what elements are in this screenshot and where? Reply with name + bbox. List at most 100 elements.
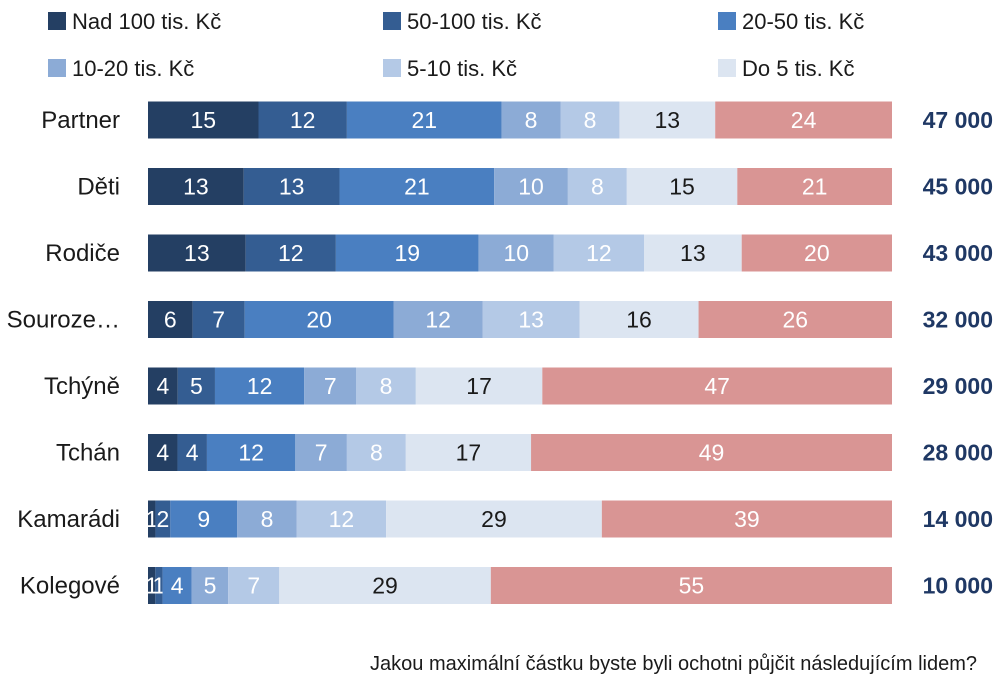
legend-label: 10-20 tis. Kč <box>72 56 194 81</box>
bar-segment <box>415 367 543 405</box>
legend-item: Do 5 tis. Kč <box>718 56 854 81</box>
bar-segment <box>148 567 156 604</box>
legend-label: Nad 100 tis. Kč <box>72 9 221 34</box>
category-label: Kamarádi <box>17 506 120 533</box>
category-label: Partner <box>41 107 120 134</box>
bar-value-label: 4 <box>156 440 169 466</box>
legend-item: Nad 100 tis. Kč <box>48 9 221 34</box>
bar-segment <box>244 301 394 338</box>
bar-value-label: 8 <box>584 107 597 133</box>
bar-value-label: 12 <box>425 307 451 333</box>
bar-segment <box>148 234 246 272</box>
bar-value-label: 9 <box>197 506 210 532</box>
bar-value-label: 12 <box>586 240 612 266</box>
bar-value-label: 21 <box>404 174 430 200</box>
bar-segment <box>148 301 193 338</box>
bar-segment <box>177 367 215 405</box>
bar-value-label: 10 <box>503 240 529 266</box>
legend-swatch <box>48 59 66 77</box>
bar-value-label: 8 <box>370 440 383 466</box>
bar-value-label: 7 <box>315 440 328 466</box>
bar-value-label: 24 <box>791 107 817 133</box>
bar-value-label: 39 <box>734 506 760 532</box>
bar-segment <box>214 367 305 405</box>
category-labels: Partner Děti Rodiče Souroze… Tchýně Tchán Kama… <box>7 107 120 600</box>
bar-segment <box>148 434 178 471</box>
bar-value-label: 4 <box>171 573 184 599</box>
bar-value-label: 12 <box>329 506 355 532</box>
bar-value-label: 29 <box>481 506 507 532</box>
bar-value-label: 47 <box>704 373 730 399</box>
bar-segment <box>155 567 163 604</box>
bar-value-label: 7 <box>324 373 337 399</box>
bar-value-label: 12 <box>278 240 304 266</box>
total-value: 14 000 <box>923 506 993 532</box>
bar-value-label: 6 <box>164 307 177 333</box>
bar-value-label: 13 <box>279 174 305 200</box>
bar-value-label: 12 <box>247 373 273 399</box>
bar-value-label: 7 <box>212 307 225 333</box>
bar-segment <box>579 301 699 338</box>
bar-value-label: 15 <box>669 174 695 200</box>
legend-label: Do 5 tis. Kč <box>742 56 854 81</box>
bar-value-label: 17 <box>456 440 482 466</box>
bar-value-label: 8 <box>380 373 393 399</box>
bar-segment <box>148 101 259 139</box>
total-value: 10 000 <box>923 573 993 599</box>
bar-value-label: 8 <box>525 107 538 133</box>
bar-segment <box>295 434 347 471</box>
bar-segment <box>698 301 892 338</box>
legend-swatch <box>383 59 401 77</box>
bar-segment <box>553 234 644 272</box>
legend-item: 5-10 tis. Kč <box>383 56 517 81</box>
bar-segment <box>531 434 892 471</box>
bar-segment <box>206 434 296 471</box>
category-label: Kolegové <box>20 573 120 600</box>
bar-value-label: 21 <box>411 107 437 133</box>
bar-segment <box>741 234 892 272</box>
bar-value-label: 55 <box>679 573 705 599</box>
bar-value-label: 20 <box>306 307 332 333</box>
bar-value-label: 5 <box>190 373 203 399</box>
legend-swatch <box>718 12 736 30</box>
bar-segment <box>601 500 892 538</box>
bar-segment <box>191 567 229 604</box>
bar-value-label: 10 <box>518 174 544 200</box>
bar-segment <box>644 234 742 272</box>
bar-value-label: 1 <box>145 506 158 532</box>
category-label: Rodiče <box>45 240 120 267</box>
bar-segment <box>148 168 244 205</box>
bar-value-label: 17 <box>466 373 492 399</box>
bar-segment <box>296 500 387 538</box>
bar-segment <box>567 168 627 205</box>
total-value: 47 000 <box>923 107 993 133</box>
total-value: 29 000 <box>923 373 993 399</box>
bar-value-label: 8 <box>261 506 274 532</box>
bar-segment <box>386 500 602 538</box>
bar-value-label: 19 <box>394 240 420 266</box>
total-value: 43 000 <box>923 240 993 266</box>
bar-segment <box>170 500 238 538</box>
bar-value-label: 4 <box>186 440 199 466</box>
bar-segment <box>155 500 171 538</box>
bar-segment <box>715 101 892 139</box>
total-labels: 47 000 45 000 43 000 32 000 29 000 28 000 14 0… <box>923 107 993 599</box>
bar-segment <box>192 301 245 338</box>
total-value: 32 000 <box>923 307 993 333</box>
bar-value-label: 26 <box>782 307 808 333</box>
legend-label: 20-50 tis. Kč <box>742 9 864 34</box>
bar-value-label: 20 <box>804 240 830 266</box>
bar-segment <box>542 367 892 405</box>
bar-value-label: 13 <box>680 240 706 266</box>
bar-value-label: 13 <box>183 174 209 200</box>
bar-segment <box>482 301 580 338</box>
bar-segment <box>494 168 568 205</box>
legend-item: 50-100 tis. Kč <box>383 9 542 34</box>
bar-segment <box>478 234 554 272</box>
total-value: 28 000 <box>923 440 993 466</box>
bar-segment <box>279 567 491 604</box>
bar-segment <box>335 234 479 272</box>
bar-segment <box>148 367 178 405</box>
bar-segment <box>490 567 892 604</box>
